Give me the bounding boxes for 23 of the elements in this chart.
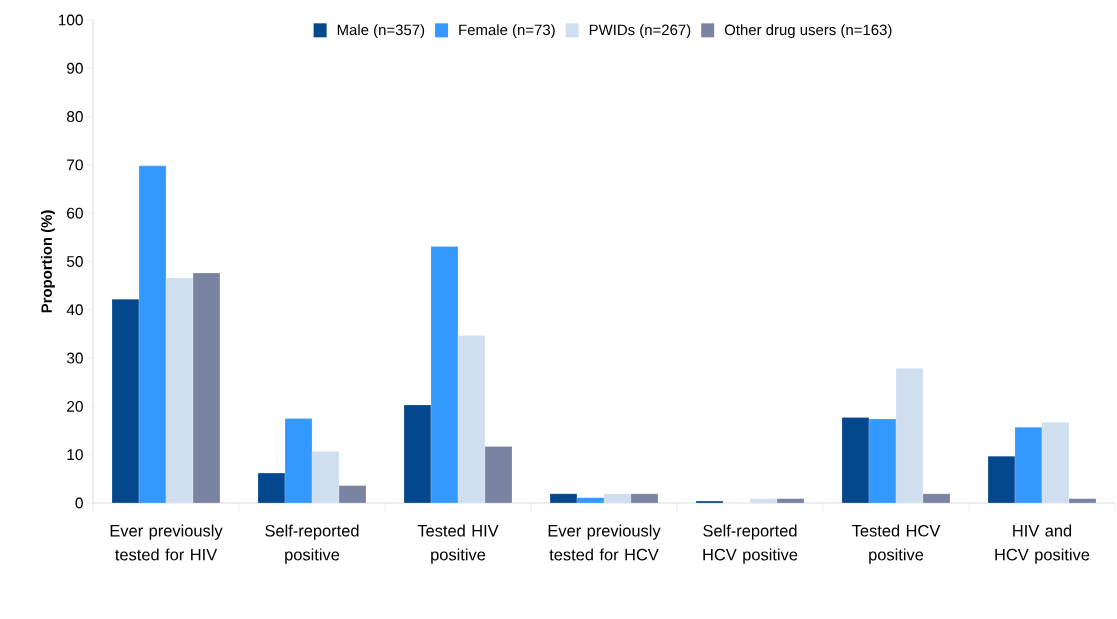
x-tick-label: Ever previously tested for HCV [548,524,661,561]
y-tick-label: 10 [67,449,83,461]
x-tick-label: Self-reported positive [265,524,359,564]
x-tick-label: Self-reported HCV positive [703,524,798,564]
y-tick-label: 20 [67,400,83,412]
y-axis-title: Proportion (%) [40,210,55,313]
y-tick-label: 80 [66,111,83,123]
y-tick-label: 30 [66,352,83,364]
legend-label: PWIDs (n=267) [589,24,691,39]
x-tick-label: HIV and HCV positive [995,524,1090,564]
x-tick-label: Tested HIV positive [417,524,499,564]
y-tick-label: 50 [66,256,83,267]
y-tick-label: 70 [67,159,83,171]
y-tick-label: 0 [75,497,83,509]
y-tick-label: 40 [66,304,83,316]
legend-label: Female (n=73) [459,24,555,39]
y-tick-label: 60 [67,207,83,219]
y-tick-label: 90 [67,62,83,74]
x-tick-label: Tested HCV positive [852,524,941,564]
legend-label: Other drug users (n=163) [724,24,892,39]
y-tick-label: 100 [58,14,83,26]
x-tick-label: Ever previously tested for HIV [110,524,223,561]
legend-label: Male (n=357) [337,24,425,39]
